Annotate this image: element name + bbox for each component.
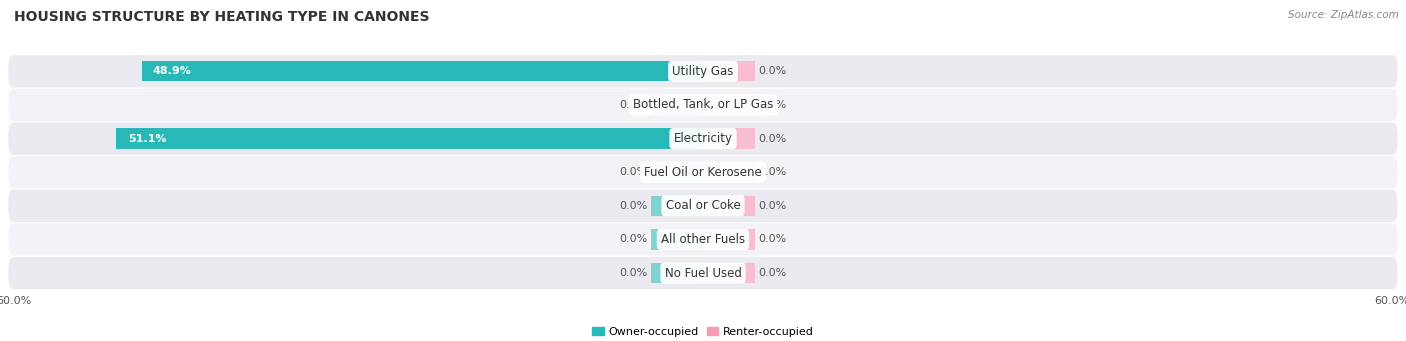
Text: Fuel Oil or Kerosene: Fuel Oil or Kerosene [644, 166, 762, 179]
FancyBboxPatch shape [8, 156, 1398, 188]
Bar [651, 263, 703, 283]
Text: 48.9%: 48.9% [153, 66, 191, 76]
Bar [703, 61, 755, 81]
Text: HOUSING STRUCTURE BY HEATING TYPE IN CANONES: HOUSING STRUCTURE BY HEATING TYPE IN CAN… [14, 10, 430, 24]
Bar [117, 129, 703, 149]
Bar [142, 61, 703, 81]
Bar [703, 162, 755, 182]
FancyBboxPatch shape [8, 122, 1398, 155]
Text: Electricity: Electricity [673, 132, 733, 145]
Text: 0.0%: 0.0% [620, 235, 648, 244]
Text: 0.0%: 0.0% [620, 100, 648, 110]
Text: All other Fuels: All other Fuels [661, 233, 745, 246]
Text: Source: ZipAtlas.com: Source: ZipAtlas.com [1288, 10, 1399, 20]
FancyBboxPatch shape [8, 223, 1398, 256]
Text: Utility Gas: Utility Gas [672, 65, 734, 78]
Text: 0.0%: 0.0% [758, 134, 786, 144]
FancyBboxPatch shape [8, 190, 1398, 222]
Text: 0.0%: 0.0% [758, 235, 786, 244]
Text: No Fuel Used: No Fuel Used [665, 267, 741, 280]
Text: Coal or Coke: Coal or Coke [665, 199, 741, 212]
Text: Bottled, Tank, or LP Gas: Bottled, Tank, or LP Gas [633, 99, 773, 112]
FancyBboxPatch shape [8, 55, 1398, 88]
Text: 51.1%: 51.1% [128, 134, 166, 144]
Bar [703, 229, 755, 250]
Text: 0.0%: 0.0% [758, 268, 786, 278]
Legend: Owner-occupied, Renter-occupied: Owner-occupied, Renter-occupied [588, 322, 818, 341]
FancyBboxPatch shape [8, 257, 1398, 289]
Text: 0.0%: 0.0% [758, 201, 786, 211]
Text: 0.0%: 0.0% [620, 268, 648, 278]
Text: 0.0%: 0.0% [758, 100, 786, 110]
Bar [651, 196, 703, 216]
Bar [703, 263, 755, 283]
Bar [651, 229, 703, 250]
Text: 0.0%: 0.0% [620, 201, 648, 211]
Bar [651, 162, 703, 182]
Text: 0.0%: 0.0% [758, 66, 786, 76]
FancyBboxPatch shape [8, 89, 1398, 121]
Bar [703, 196, 755, 216]
Text: 0.0%: 0.0% [620, 167, 648, 177]
Bar [651, 95, 703, 115]
Text: 0.0%: 0.0% [758, 167, 786, 177]
Bar [703, 129, 755, 149]
Bar [703, 95, 755, 115]
